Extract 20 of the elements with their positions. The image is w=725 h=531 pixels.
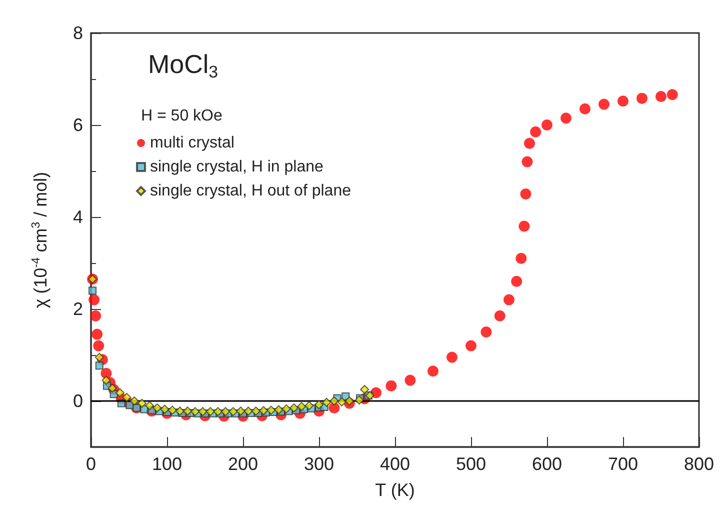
x-tick-label: 0 (86, 454, 96, 474)
x-axis-title: T (K) (375, 480, 415, 500)
x-tick-label: 700 (608, 454, 638, 474)
x-tick-label: 300 (304, 454, 334, 474)
legend-label: multi crystal (150, 134, 234, 152)
y-tick-label: 6 (72, 115, 83, 135)
y-tick-label: 2 (72, 299, 83, 319)
x-tick-label: 500 (456, 454, 486, 474)
y-tick-label: 0 (72, 391, 83, 411)
x-tick-label: 200 (228, 454, 258, 474)
legend-title: H = 50 kOe (141, 108, 222, 124)
legend-label: single crystal, H out of plane (150, 182, 352, 200)
y-axis-title: χ (10-4 cm3 / mol) (30, 172, 50, 308)
y-tick-label: 8 (72, 23, 83, 43)
legend-label: single crystal, H in plane (150, 158, 324, 176)
x-tick-label: 100 (152, 454, 182, 474)
x-tick-label: 800 (684, 454, 714, 474)
x-tick-label: 400 (380, 454, 410, 474)
x-tick-label: 600 (532, 454, 562, 474)
y-tick-label: 4 (72, 207, 83, 227)
